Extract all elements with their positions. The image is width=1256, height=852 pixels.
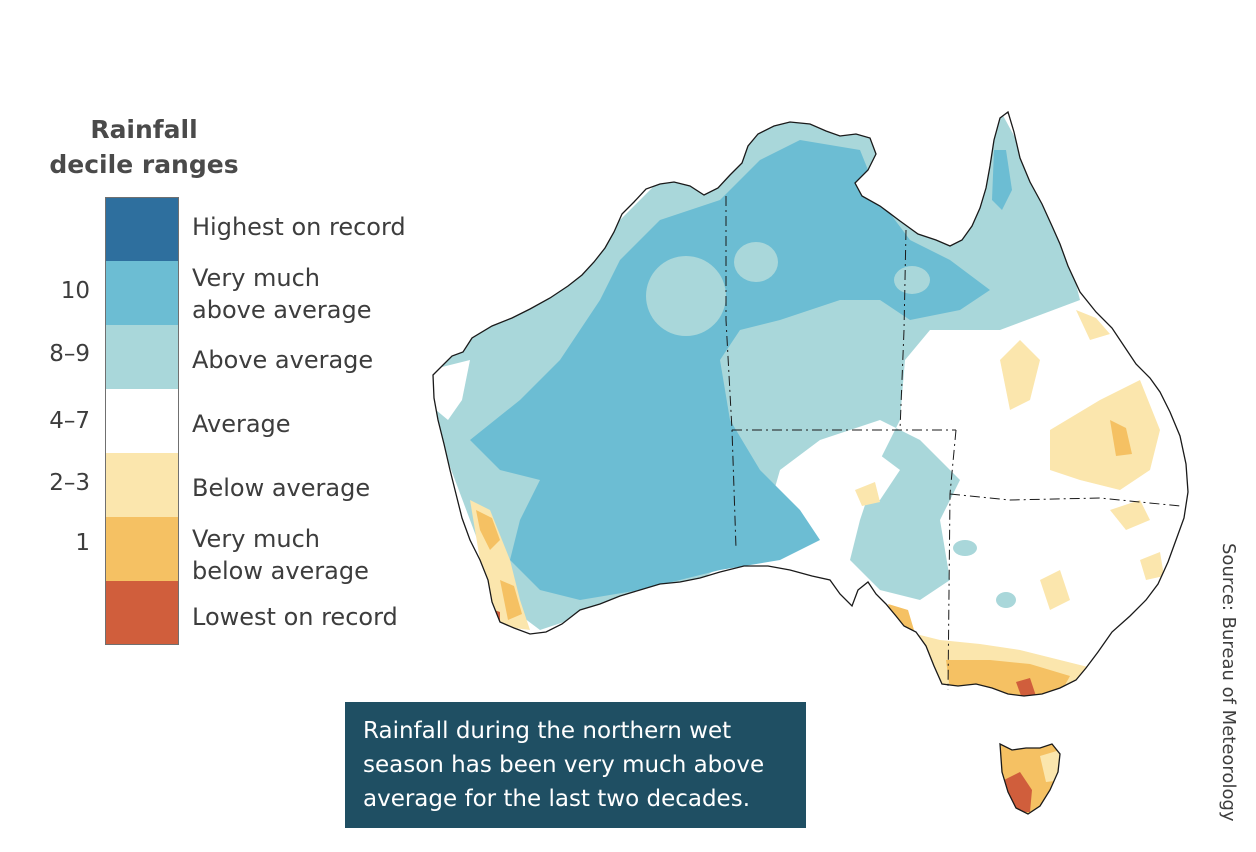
legend-label-line: Very much bbox=[192, 264, 321, 292]
legend-title-line-2: decile ranges bbox=[49, 150, 239, 179]
legend-label-very-much-above-average: Very much above average bbox=[192, 262, 371, 326]
legend-label-line: Below average bbox=[192, 474, 371, 502]
legend-label-average: Average bbox=[192, 408, 291, 440]
swatch-very-much-above-average bbox=[106, 261, 178, 325]
decile-1-label: 1 bbox=[75, 530, 90, 556]
swatch-very-much-below-average bbox=[106, 517, 178, 581]
legend-label-line: below average bbox=[192, 557, 369, 585]
tasmania-coastline bbox=[999, 742, 1061, 815]
swatch-below-average bbox=[106, 453, 178, 517]
decile-4-7-label: 4–7 bbox=[49, 408, 90, 434]
decile-10-label: 10 bbox=[60, 278, 90, 304]
swatch-lowest-on-record bbox=[106, 581, 178, 644]
swatch-highest-on-record bbox=[106, 198, 178, 261]
mainland-coastline bbox=[432, 110, 1189, 697]
legend-label-very-much-below-average: Very much below average bbox=[192, 523, 369, 587]
legend-label-line: Highest on record bbox=[192, 213, 406, 241]
state-borders bbox=[725, 196, 1181, 691]
caption-box: Rainfall during the northern wet season … bbox=[345, 702, 806, 828]
legend-label-line: above average bbox=[192, 296, 372, 324]
caption-line-3: average for the last two decades. bbox=[363, 786, 751, 812]
legend-label-line: Average bbox=[192, 410, 291, 438]
legend-label-line: Lowest on record bbox=[192, 603, 398, 631]
caption-line-1: Rainfall during the northern wet bbox=[363, 718, 732, 744]
legend-label-line: Very much bbox=[192, 525, 321, 553]
legend-label-highest-on-record: Highest on record bbox=[192, 211, 406, 243]
legend-label-line: Above average bbox=[192, 346, 374, 374]
legend-label-lowest-on-record: Lowest on record bbox=[192, 601, 398, 633]
legend-color-bar bbox=[105, 197, 179, 645]
decile-2-3-label: 2–3 bbox=[49, 470, 90, 496]
caption-line-2: season has been very much above bbox=[363, 752, 765, 778]
mainland-rainfall-regions bbox=[433, 112, 1188, 696]
source-credit: Source: Bureau of Meteorology bbox=[1218, 543, 1239, 822]
swatch-average bbox=[106, 389, 178, 453]
decile-8-9-label: 8–9 bbox=[49, 341, 90, 367]
legend-title-line-1: Rainfall bbox=[90, 115, 198, 144]
legend-label-above-average: Above average bbox=[192, 344, 373, 376]
legend-label-below-average: Below average bbox=[192, 472, 370, 504]
legend-title: Rainfall decile ranges bbox=[40, 112, 248, 182]
swatch-above-average bbox=[106, 325, 178, 389]
